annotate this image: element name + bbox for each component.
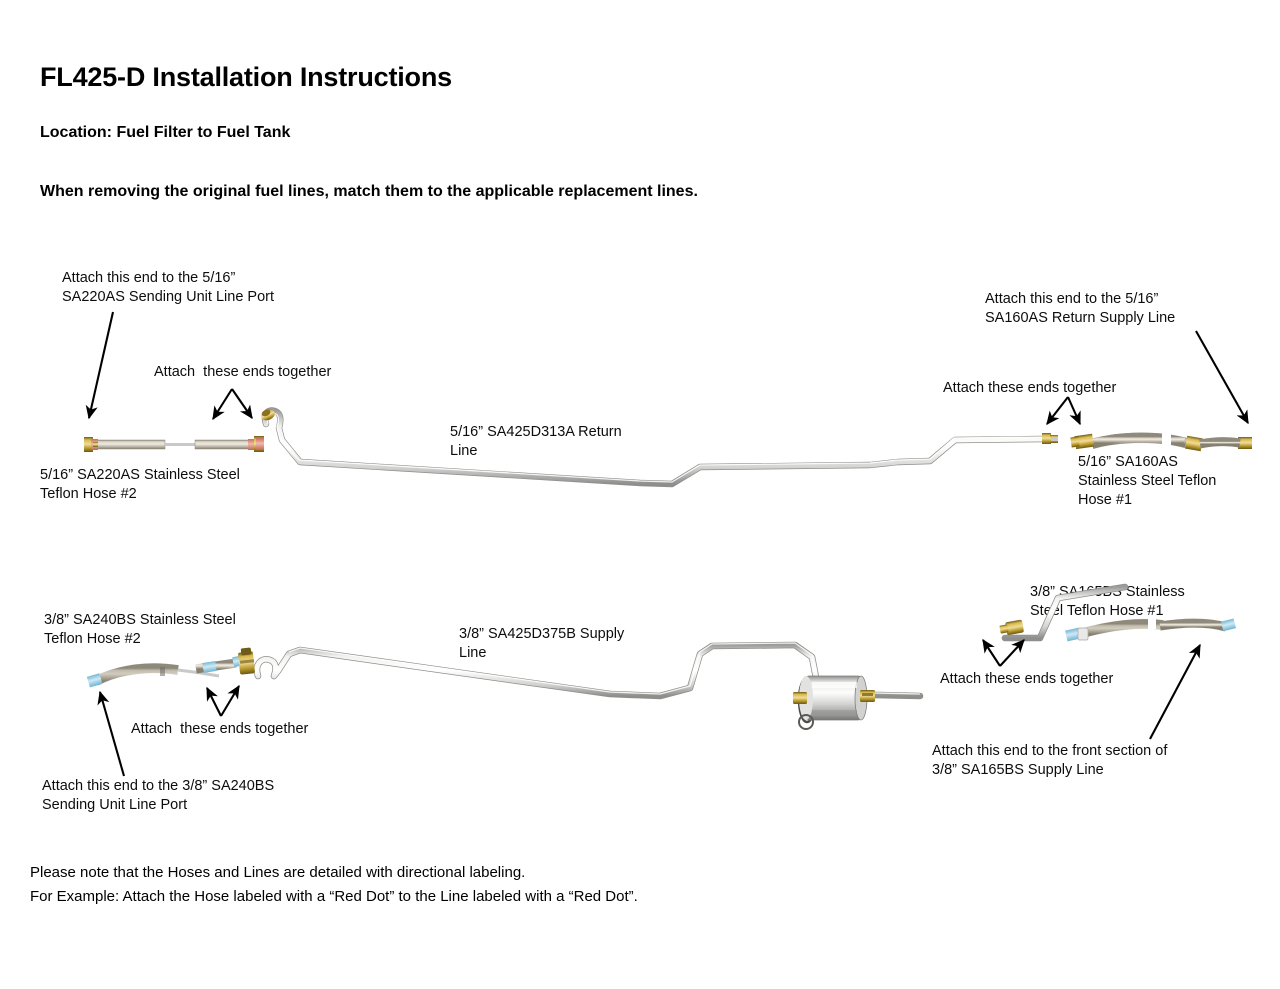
hose-sa240bs — [86, 654, 246, 688]
part-label-sa425d375b: 3/8” SA425D375B Supply Line — [459, 626, 625, 661]
fuel-filter-canister — [793, 675, 875, 730]
part-label-sa165bs: 3/8” SA165BS Stainless Steel Teflon Hose… — [1030, 584, 1185, 619]
part-label-sa220as: 5/16” SA220AS Stainless Steel Teflon Hos… — [40, 467, 240, 502]
arrow-to-sa165bs-right-end — [1149, 643, 1201, 740]
callout-upper-left-sending-unit: Attach this end to the 5/16” SA220AS Sen… — [62, 270, 274, 305]
arrow-to-sa240bs-left-end — [97, 690, 126, 777]
arrow-attach-lower-left-a — [206, 686, 222, 717]
fitting-supply-right — [999, 619, 1024, 635]
callout-upper-left-attach-ends: Attach these ends together — [154, 364, 332, 380]
instruction-line: When removing the original fuel lines, m… — [40, 183, 698, 200]
line-sa425d313a — [261, 407, 1058, 488]
part-label-sa425d313a: 5/16” SA425D313A Return Line — [450, 424, 622, 459]
callout-lower-left-sending-unit: Attach this end to the 3/8” SA240BS Send… — [42, 778, 275, 813]
callout-lower-right-attach-ends: Attach these ends together — [940, 671, 1114, 687]
callout-lower-left-attach-ends: Attach these ends together — [131, 721, 309, 737]
arrow-attach-lower-right-a — [982, 638, 1001, 667]
location-line: Location: Fuel Filter to Fuel Tank — [40, 124, 291, 141]
arrow-attach-right-b — [1067, 396, 1081, 426]
footer-note-line-1: Please note that the Hoses and Lines are… — [30, 864, 526, 881]
hose-sa160as — [1070, 431, 1252, 452]
part-label-sa160as: 5/16” SA160AS Stainless Steel Teflon Hos… — [1078, 454, 1217, 508]
callout-upper-right-return-supply: Attach this end to the 5/16” SA160AS Ret… — [985, 291, 1176, 326]
callout-upper-right-attach-ends: Attach these ends together — [943, 380, 1117, 396]
arrow-attach-left-b — [231, 388, 253, 420]
arrow-attach-lower-right-b — [999, 639, 1025, 667]
footer-note-line-2: For Example: Attach the Hose labeled wit… — [30, 888, 638, 905]
callout-lower-right-front-section: Attach this end to the front section of … — [932, 743, 1168, 778]
part-label-sa240bs: 3/8” SA240BS Stainless Steel Teflon Hose… — [44, 612, 236, 647]
arrow-to-sa160as-right-end — [1195, 330, 1249, 425]
hose-sa220as — [84, 436, 264, 452]
arrow-attach-lower-left-b — [220, 684, 240, 717]
arrow-attach-right-a — [1046, 396, 1069, 425]
arrow-attach-left-a — [212, 388, 233, 421]
page-title: FL425-D Installation Instructions — [40, 62, 452, 92]
arrow-to-sa220as-left-end — [85, 311, 115, 420]
